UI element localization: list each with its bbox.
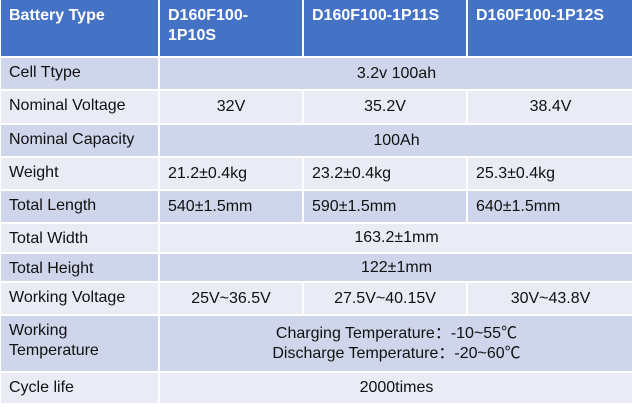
cell-text: 122±1mm [360,258,433,276]
row-label: Total Length [1,191,158,222]
cell-text: 21.2±0.4kg [168,164,248,182]
row-label: Total Width [1,224,158,252]
cell-text: Nominal Capacity [9,131,135,148]
cell-value: Charging Temperature：-10~55℃ Discharge Te… [160,316,632,371]
cell-text: 38.4V [529,98,572,115]
table-row: Total Height 122±1mm [1,254,632,281]
cell-value: 2000times [160,373,632,403]
cell-text: 640±1.5mm [476,197,561,215]
cell-text: Total Width [9,230,89,247]
cell-text: 1P10S [168,27,217,44]
cell-value: 163.2±1mm [160,224,632,252]
cell-text: Working [9,322,68,339]
cell-text: 27.5V~40.15V [334,289,436,307]
row-label: Weight [1,158,158,189]
cell-text: 590±1.5mm [312,197,397,215]
cell-text: D160F100- [168,7,249,24]
cell-text: Charging Temperature：-10~55℃ [275,324,518,342]
cell-text: 100Ah [373,131,420,149]
cell-value: 32V [160,91,302,123]
row-label: Total Height [1,254,158,281]
cell-text: 163.2±1mm [354,229,439,246]
cell-text: 25V~36.5V [191,289,271,307]
cell-text: D160F100-1P11S [312,7,440,24]
cell-value: 25V~36.5V [160,283,302,314]
cell-value: 540±1.5mm [160,191,302,222]
cell-text: 35.2V [364,98,406,115]
cell-text: Discharge Temperature：-20~60℃ [272,344,521,362]
cell-text: Nominal Voltage [9,97,126,114]
table-row: Cell Ttype 3.2v 100ah [1,58,632,89]
row-label: Nominal Capacity [1,125,158,156]
row-label: Nominal Voltage [1,91,158,123]
table-row: Working Voltage 25V~36.5V 27.5V~40.15V 30V~… [1,283,632,314]
cell-value: 25.3±0.4kg [468,158,632,189]
cell-value: 23.2±0.4kg [304,158,466,189]
cell-value: 590±1.5mm [304,191,466,222]
row-label: Working Voltage [1,283,158,314]
cell-text: Temperature [9,342,99,359]
cell-text: Battery Type [9,7,105,24]
cell-text: 540±1.5mm [168,197,253,215]
cell-text: Weight [9,164,59,181]
cell-text: 23.2±0.4kg [312,164,392,182]
cell-value: 38.4V [468,91,632,123]
cell-text: 2000times [359,379,434,396]
cell-text: 30V~43.8V [510,289,591,307]
table-row: Weight 21.2±0.4kg 23.2±0.4kg 25.3±0.4kg [1,158,632,189]
row-label: Cell Ttype [1,58,158,89]
table-row: Total Width 163.2±1mm [1,224,632,252]
cell-value: 35.2V [304,91,466,123]
cell-value: 30V~43.8V [468,283,632,314]
table-row: Nominal Voltage 32V 35.2V 38.4V [1,91,632,123]
cell-text: 25.3±0.4kg [476,164,556,182]
cell-value: D160F100-1P11S [304,0,466,56]
cell-value: 21.2±0.4kg [160,158,302,189]
cell-value: 3.2v 100ah [160,58,632,89]
cell-text: Cell Ttype [9,64,81,81]
cell-text: Working Voltage [9,289,126,306]
table-row: Working Temperature Charging Temperature：-… [1,316,632,371]
cell-value: 100Ah [160,125,632,156]
cell-value: D160F100- 1P10S [160,0,302,56]
cell-text: D160F100-1P12S [476,7,605,24]
header-row: Battery Type D160F100- 1P10S D160F100-1P11S… [1,0,632,56]
table-row: Cycle life 2000times [1,373,632,403]
table-row: Nominal Capacity 100Ah [1,125,632,156]
cell-value: 640±1.5mm [468,191,632,222]
row-label: Cycle life [1,373,158,403]
cell-value: 122±1mm [160,254,632,281]
cell-text: Total Height [9,260,94,277]
table-row: Total Length 540±1.5mm 590±1.5mm 640±1.5mm [1,191,632,222]
cell-value: D160F100-1P12S [468,0,632,56]
row-label: Battery Type [1,0,158,56]
cell-text: Total Length [9,197,97,214]
cell-text: 32V [216,98,246,115]
row-label: Working Temperature [1,316,158,371]
cell-value: 27.5V~40.15V [304,283,466,314]
cell-text: 3.2v 100ah [356,64,437,82]
cell-text: Cycle life [9,379,74,396]
